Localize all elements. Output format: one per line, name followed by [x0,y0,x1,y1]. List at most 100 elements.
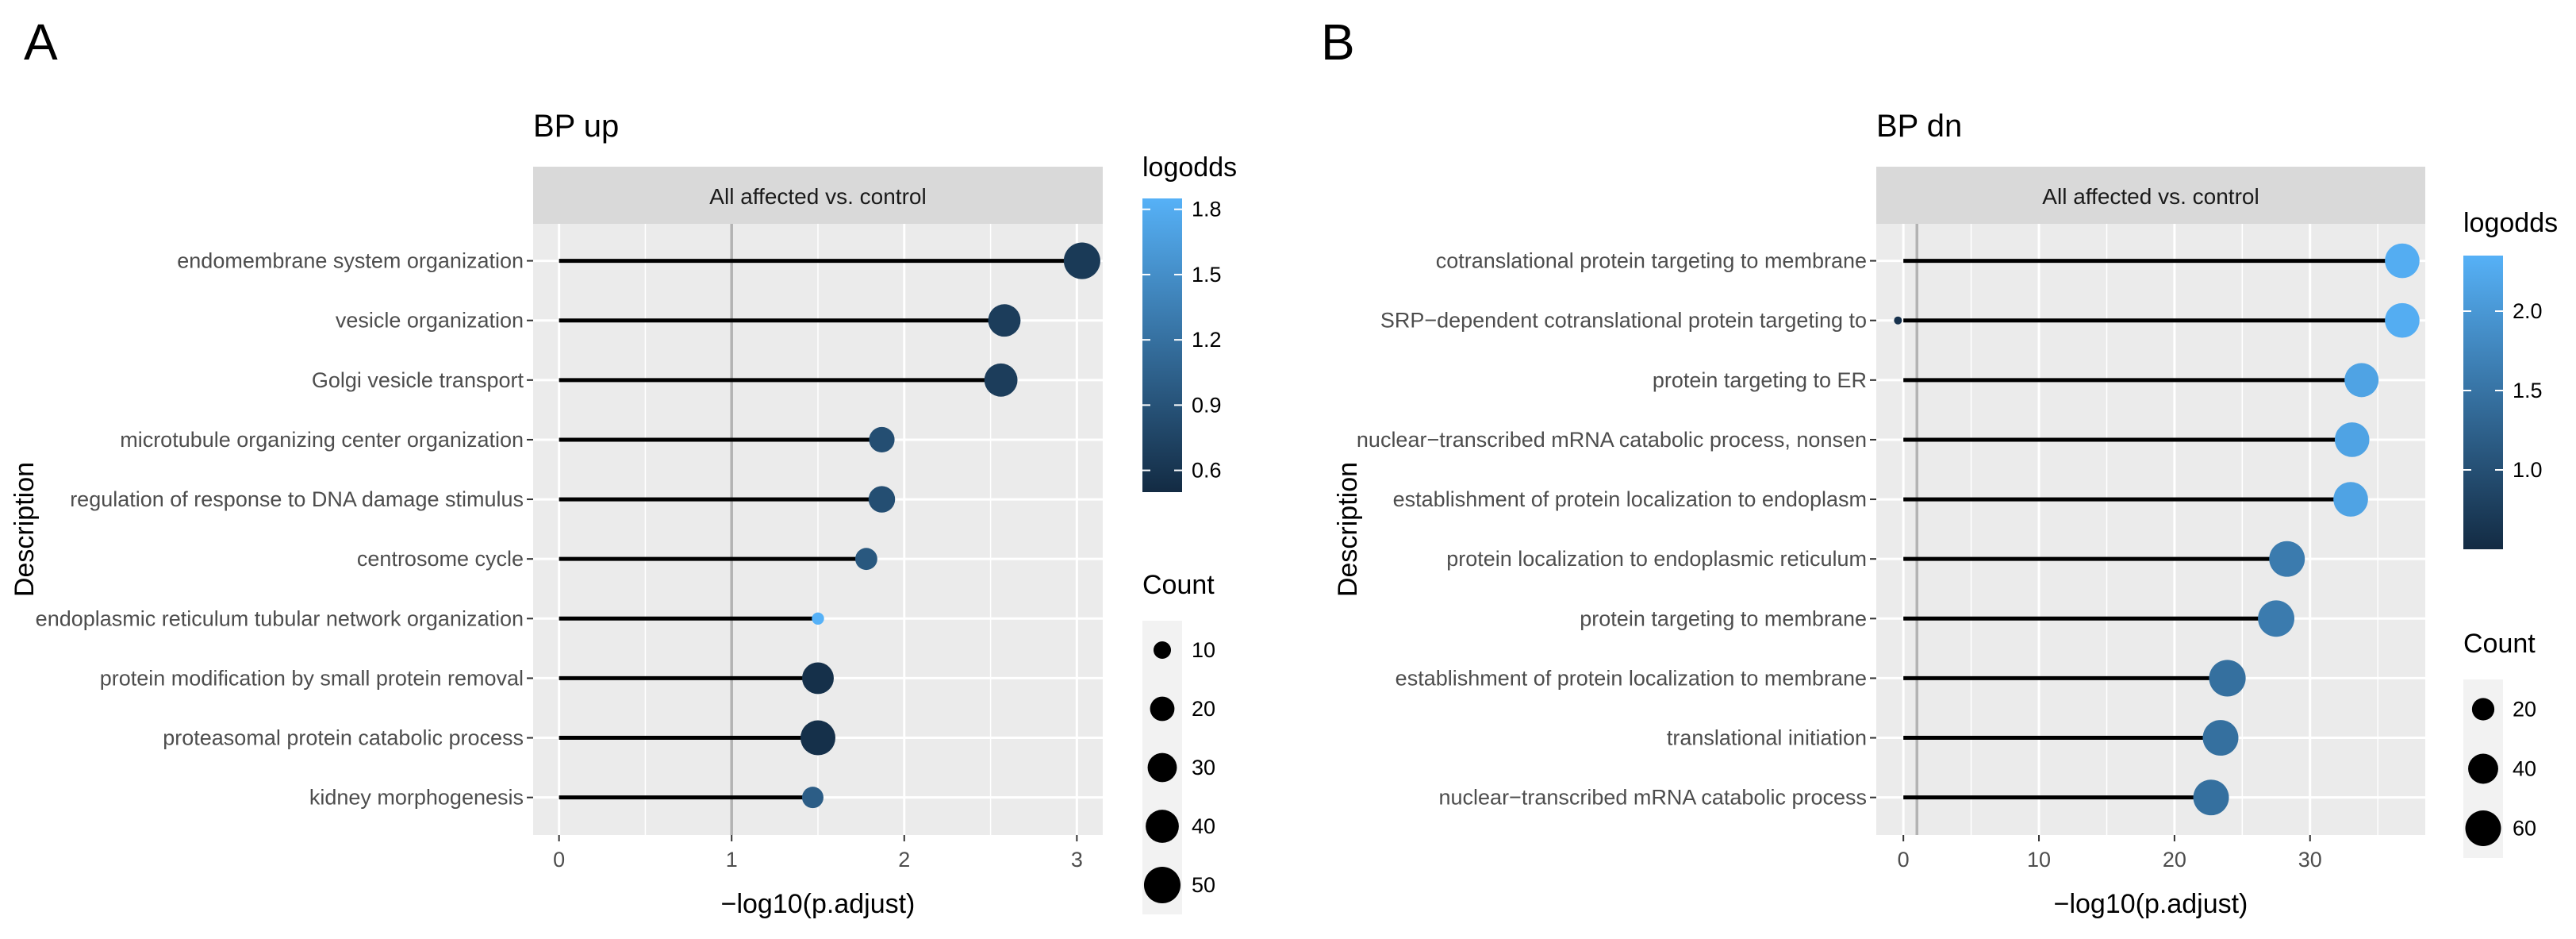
category-label: nuclear−transcribed mRNA catabolic proce… [1439,786,1868,810]
data-point [984,363,1018,397]
size-legend-label: 40 [2513,757,2536,781]
color-legend-title-b: logodds [2463,208,2558,238]
data-point [812,612,824,625]
data-point [801,787,823,809]
facet-strip-b [1876,167,2425,224]
color-legend-label: 0.9 [1192,393,1222,417]
data-point [2258,600,2294,637]
category-label: establishment of protein localization to… [1393,487,1867,511]
data-point [2344,363,2379,398]
x-tick-label: 20 [2163,848,2186,872]
category-label: protein targeting to ER [1653,368,1867,392]
data-point [868,486,896,513]
data-point [869,426,895,453]
category-label: regulation of response to DNA damage sti… [70,487,524,511]
x-tick-label: 2 [898,848,910,872]
category-label: SRP−dependent cotranslational protein ta… [1380,309,1867,333]
data-point [2334,422,2370,457]
category-label: protein targeting to membrane [1580,606,1867,630]
category-labels-b: cotranslational protein targeting to mem… [1357,249,1876,810]
chart-title-b: BP dn [1876,109,1962,144]
category-label: Golgi vesicle transport [312,368,524,392]
data-point [2385,243,2420,279]
category-labels-a: endomembrane system organization vesicle … [36,249,533,810]
category-label: kidney morphogenesis [309,786,524,810]
size-legend-key [1147,752,1177,783]
category-label: protein localization to endoplasmic reti… [1446,547,1867,571]
size-legend-key [1153,641,1172,660]
size-legend-label: 20 [2513,698,2536,722]
size-legend-label: 20 [1192,697,1215,721]
category-label: proteasomal protein catabolic process [163,726,524,750]
color-legend-label: 1.2 [1192,328,1222,352]
x-axis-title-b: −log10(p.adjust) [2054,889,2248,919]
category-label: nuclear−transcribed mRNA catabolic proce… [1357,428,1867,452]
size-legend-key [2471,698,2495,721]
data-point [2193,779,2229,816]
color-legend-label: 0.6 [1192,459,1222,483]
data-point [802,662,834,695]
x-ticks-a: 0 1 2 3 [553,835,1083,872]
x-tick-label: 0 [1898,848,1910,872]
category-label: cotranslational protein targeting to mem… [1436,249,1867,273]
color-legend-title-a: logodds [1142,152,1237,183]
size-legend-key [2465,810,2501,846]
size-legend-keys-a: 10 20 30 40 50 [1143,638,1215,904]
color-legend-label: 1.5 [2513,379,2543,402]
category-label: centrosome cycle [357,547,524,571]
data-point [2269,541,2305,577]
size-legend-key [1143,866,1181,904]
marks-b [1894,243,2420,816]
marks-a [559,242,1100,809]
color-bar-b [2463,256,2503,549]
data-point [2202,720,2239,756]
category-label: establishment of protein localization to… [1395,666,1867,690]
panel-letter-a: A [24,13,58,71]
data-point [2209,660,2246,697]
x-tick-label: 30 [2298,848,2322,872]
size-legend-title-a: Count [1142,570,1215,600]
panel-b: B BP dn All affected vs. control cotrans… [1321,13,2558,919]
color-legend-ticks-a: 0.6 0.9 1.2 1.5 1.8 [1142,198,1222,483]
panel-a: A BP up All affected vs. control endomem… [10,13,1237,919]
data-point [2385,302,2420,338]
x-tick-label: 10 [2027,848,2051,872]
facet-label-b: All affected vs. control [2042,184,2259,209]
size-legend-label: 40 [1192,814,1215,838]
color-bar-a [1142,198,1182,492]
chart-title-a: BP up [533,109,619,144]
size-legend-keys-b: 20 40 60 [2465,698,2536,846]
data-point [2333,482,2368,517]
x-tick-label: 1 [726,848,738,872]
y-axis-title-a: Description [10,462,40,597]
facet-label-a: All affected vs. control [709,184,926,209]
size-legend-key [2468,753,2498,784]
y-axis-title-b: Description [1333,462,1363,597]
color-legend-ticks-b: 1.0 1.5 2.0 [2463,299,2543,482]
data-point [800,720,835,756]
facet-strip-a [533,167,1103,224]
color-legend-label: 1.8 [1192,198,1222,221]
size-legend-label: 30 [1192,756,1215,779]
size-legend-label: 50 [1192,873,1215,897]
x-axis-title-a: −log10(p.adjust) [721,889,916,919]
category-label: microtubule organizing center organizati… [120,428,524,452]
data-point [988,304,1021,337]
size-legend-key [1146,810,1179,843]
size-legend-key [1150,696,1175,722]
plot-panel-b [1876,224,2425,835]
size-legend-title-b: Count [2463,629,2536,659]
category-label: protein modification by small protein re… [100,666,524,690]
x-tick-label: 3 [1071,848,1083,872]
category-label: endomembrane system organization [177,249,524,273]
category-label: endoplasmic reticulum tubular network or… [36,606,524,630]
color-legend-label: 2.0 [2513,299,2543,323]
category-label: translational initiation [1667,726,1867,750]
x-tick-label: 0 [553,848,565,872]
data-point [1894,316,1902,325]
data-point [1063,242,1100,279]
data-point [855,548,877,571]
x-ticks-b: 0 10 20 30 [1898,835,2322,872]
size-legend-label: 60 [2513,817,2536,841]
